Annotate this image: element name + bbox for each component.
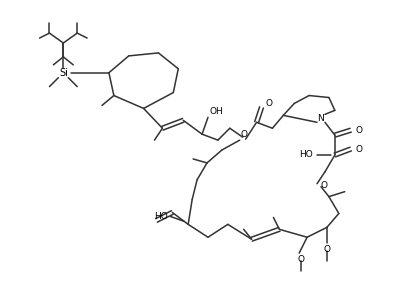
Text: HO: HO xyxy=(155,212,168,221)
Text: O: O xyxy=(266,99,272,108)
Text: O: O xyxy=(324,245,330,253)
Text: O: O xyxy=(356,126,363,135)
Text: OH: OH xyxy=(210,107,224,116)
Text: O: O xyxy=(298,254,305,264)
Text: N: N xyxy=(318,114,324,123)
Text: Si: Si xyxy=(59,68,68,78)
Text: HO: HO xyxy=(299,151,313,160)
Text: O: O xyxy=(321,181,328,190)
Text: O: O xyxy=(356,144,363,154)
Text: O: O xyxy=(240,130,247,139)
